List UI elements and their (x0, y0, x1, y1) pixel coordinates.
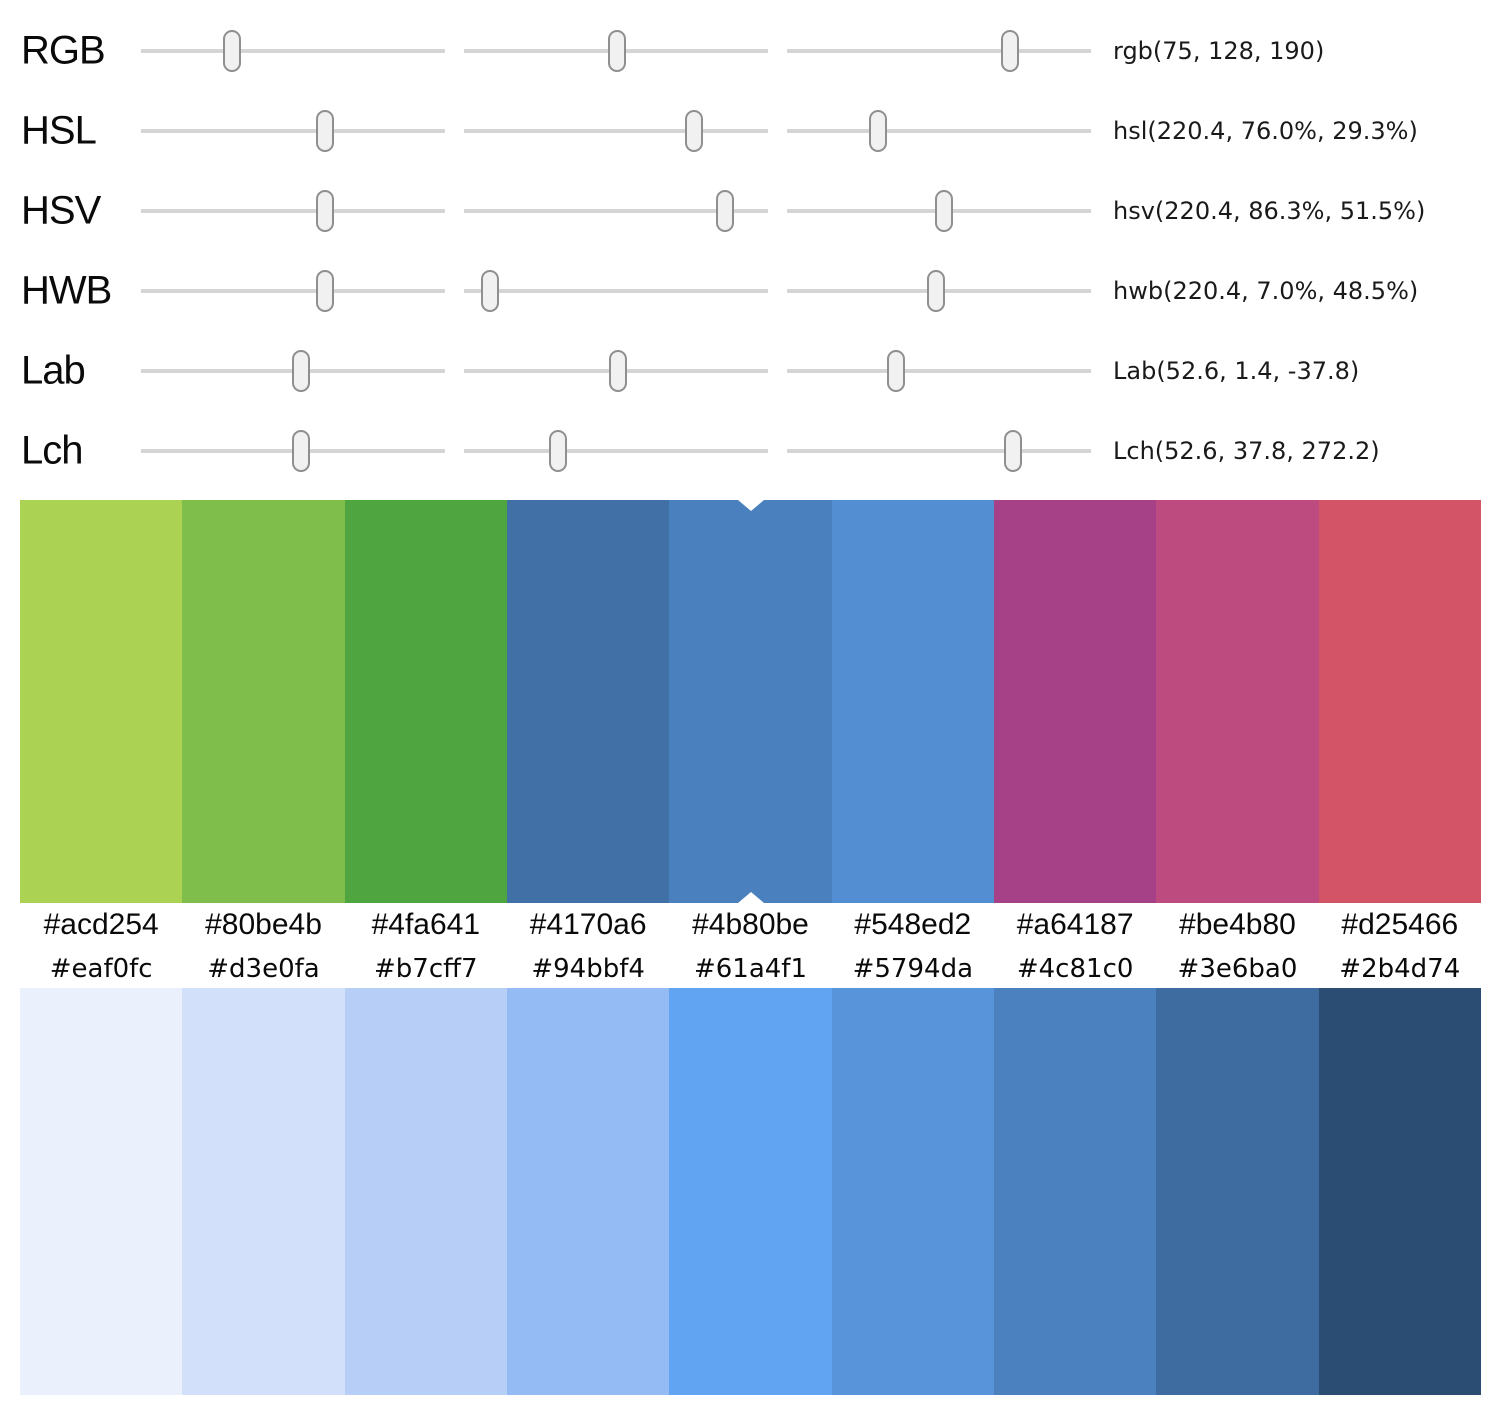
shade-hex-label-6: #4c81c0 (1016, 954, 1134, 984)
slider-thumb-hwb-1[interactable] (315, 270, 334, 312)
slider-track-hwb-2[interactable] (464, 270, 768, 312)
slider-panel: RGB rgb(75, 128, 190) HSL hsl(220.4, 76.… (0, 0, 1501, 492)
slider-thumb-rgb-1[interactable] (223, 30, 242, 72)
harmony-hex-label-0: #acd254 (43, 908, 159, 941)
slider-thumb-hsl-1[interactable] (315, 110, 334, 152)
shade-swatch-2[interactable] (344, 988, 507, 1395)
slider-value-text: hsv(220.4, 86.3%, 51.5%) (1113, 197, 1426, 225)
slider-track-hwb-3[interactable] (787, 270, 1091, 312)
slider-thumb-hsv-3[interactable] (934, 190, 953, 232)
shade-hex-label-2: #b7cff7 (374, 954, 478, 984)
slider-thumb-hsl-2[interactable] (684, 110, 703, 152)
slider-row-hwb: HWB hwb(220.4, 7.0%, 48.5%) (0, 251, 1501, 331)
shade-hex-label-0: #eaf0fc (49, 954, 153, 984)
harmony-hex-label-2: #4fa641 (371, 908, 481, 941)
slider-row-hsl: HSL hsl(220.4, 76.0%, 29.3%) (0, 91, 1501, 171)
shades-palette (20, 988, 1481, 1395)
slider-thumb-lab-3[interactable] (887, 350, 906, 392)
slider-value-text: hsl(220.4, 76.0%, 29.3%) (1113, 117, 1418, 145)
shade-swatch-1[interactable] (182, 988, 345, 1395)
slider-thumb-rgb-3[interactable] (1001, 30, 1020, 72)
harmony-swatch-3[interactable] (506, 500, 670, 903)
slider-row-label: Lab (21, 348, 86, 393)
shade-hex-label-8: #2b4d74 (1339, 954, 1461, 984)
shade-swatch-6[interactable] (993, 988, 1157, 1395)
slider-track-hsl-2[interactable] (464, 110, 768, 152)
selected-color-notch-bottom (737, 892, 764, 903)
harmony-hex-label-7: #be4b80 (1179, 908, 1296, 941)
shade-hex-label-3: #94bbf4 (531, 954, 645, 984)
shade-swatch-4[interactable] (669, 988, 832, 1395)
harmony-hex-label-8: #d25466 (1341, 908, 1459, 941)
slider-thumb-lab-2[interactable] (608, 350, 627, 392)
slider-track-lch-3[interactable] (787, 430, 1091, 472)
harmony-swatch-8[interactable] (1318, 500, 1481, 903)
slider-thumb-hwb-3[interactable] (926, 270, 945, 312)
slider-row-label: HWB (21, 268, 112, 313)
shade-swatch-7[interactable] (1156, 988, 1319, 1395)
slider-track-hsl-3[interactable] (787, 110, 1091, 152)
slider-thumb-lch-3[interactable] (1004, 430, 1023, 472)
slider-value-text: Lab(52.6, 1.4, -37.8) (1113, 357, 1360, 385)
selected-color-notch-top (737, 500, 764, 511)
shade-swatch-0[interactable] (20, 988, 183, 1395)
harmony-swatch-1[interactable] (182, 500, 345, 903)
harmony-hex-labels: #acd254 #80be4b #4fa641 #4170a6 #4b80be … (20, 907, 1481, 943)
slider-row-label: HSV (21, 188, 101, 233)
harmony-hex-label-3: #4170a6 (529, 908, 647, 941)
shade-hex-label-7: #3e6ba0 (1177, 954, 1298, 984)
slider-value-text: Lch(52.6, 37.8, 272.2) (1113, 437, 1380, 465)
slider-thumb-hsv-2[interactable] (716, 190, 735, 232)
slider-row-label: Lch (21, 428, 83, 473)
harmony-swatch-7[interactable] (1156, 500, 1319, 903)
slider-row-hsv: HSV hsv(220.4, 86.3%, 51.5%) (0, 171, 1501, 251)
harmony-swatch-5[interactable] (831, 500, 994, 903)
slider-thumb-hwb-2[interactable] (480, 270, 499, 312)
slider-row-lab: Lab Lab(52.6, 1.4, -37.8) (0, 331, 1501, 411)
slider-track-hwb-1[interactable] (141, 270, 445, 312)
slider-track-lch-2[interactable] (464, 430, 768, 472)
slider-row-rgb: RGB rgb(75, 128, 190) (0, 11, 1501, 91)
slider-track-hsv-2[interactable] (464, 190, 768, 232)
slider-track-hsv-3[interactable] (787, 190, 1091, 232)
slider-thumb-lch-1[interactable] (291, 430, 310, 472)
harmony-swatch-4[interactable] (669, 500, 832, 903)
slider-thumb-lab-1[interactable] (291, 350, 310, 392)
shade-hex-label-1: #d3e0fa (207, 954, 320, 984)
slider-track-lab-1[interactable] (141, 350, 445, 392)
slider-row-lch: Lch Lch(52.6, 37.8, 272.2) (0, 411, 1501, 491)
slider-track-lab-2[interactable] (464, 350, 768, 392)
harmony-palette (20, 500, 1481, 903)
harmony-hex-label-5: #548ed2 (854, 908, 972, 941)
slider-thumb-hsv-1[interactable] (315, 190, 334, 232)
harmony-swatch-0[interactable] (20, 500, 183, 903)
slider-track-rgb-3[interactable] (787, 30, 1091, 72)
harmony-hex-label-6: #a64187 (1016, 908, 1134, 941)
slider-track-lab-3[interactable] (787, 350, 1091, 392)
slider-thumb-lch-2[interactable] (549, 430, 568, 472)
shade-swatch-8[interactable] (1318, 988, 1481, 1395)
harmony-hex-label-1: #80be4b (205, 908, 322, 941)
slider-track-rgb-1[interactable] (141, 30, 445, 72)
slider-track-lch-1[interactable] (141, 430, 445, 472)
shade-swatch-3[interactable] (506, 988, 670, 1395)
harmony-swatch-6[interactable] (993, 500, 1157, 903)
slider-track-hsl-1[interactable] (141, 110, 445, 152)
harmony-swatch-2[interactable] (344, 500, 507, 903)
slider-row-label: HSL (21, 108, 97, 153)
harmony-hex-label-4: #4b80be (692, 908, 809, 941)
shade-hex-label-4: #61a4f1 (693, 954, 807, 984)
shade-swatch-5[interactable] (831, 988, 994, 1395)
slider-track-hsv-1[interactable] (141, 190, 445, 232)
slider-row-label: RGB (21, 28, 106, 73)
slider-thumb-hsl-3[interactable] (869, 110, 888, 152)
slider-thumb-rgb-2[interactable] (607, 30, 626, 72)
slider-value-text: hwb(220.4, 7.0%, 48.5%) (1113, 277, 1419, 305)
slider-track-rgb-2[interactable] (464, 30, 768, 72)
shades-hex-labels: #eaf0fc #d3e0fa #b7cff7 #94bbf4 #61a4f1 … (20, 951, 1481, 987)
slider-value-text: rgb(75, 128, 190) (1113, 37, 1325, 65)
shade-hex-label-5: #5794da (852, 954, 973, 984)
